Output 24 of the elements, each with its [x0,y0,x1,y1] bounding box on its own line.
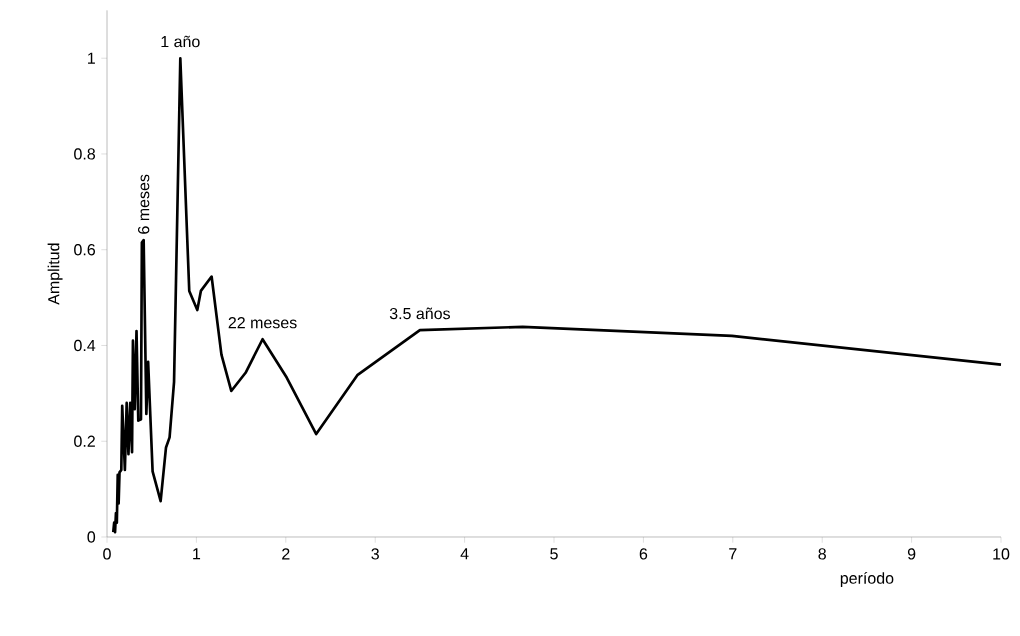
y-tick-label: 0.4 [74,339,96,352]
y-tick-label: 0.8 [74,148,96,160]
line-series [111,56,1003,534]
x-axis-title: período [840,571,894,588]
y-tick-label: 0.6 [74,244,96,256]
annotation: 6 meses [138,174,150,234]
x-tick-label: 9 [907,548,916,560]
x-tick-label: 8 [818,548,826,560]
x-tick-label: 5 [550,548,558,560]
y-tick-label: 0.2 [74,435,95,447]
x-tick-label: 10 [993,548,1010,560]
x-tick-label: 4 [460,548,469,560]
x-tick-label: 6 [639,548,648,560]
x-tick-label: 7 [729,548,737,560]
x-tick-label: 0 [103,548,111,560]
x-tick-label: 1 [193,548,201,560]
annotation: 3.5 años [389,307,450,320]
x-tick-label: 3 [371,548,379,560]
y-tick-label: 1 [88,52,95,64]
x-tick-label: 2 [282,548,290,560]
annotation: 1 año [161,35,200,48]
annotation: 22 meses [228,317,297,329]
y-axis-title: Amplitud [47,243,63,305]
y-tick-label: 0 [87,531,96,543]
